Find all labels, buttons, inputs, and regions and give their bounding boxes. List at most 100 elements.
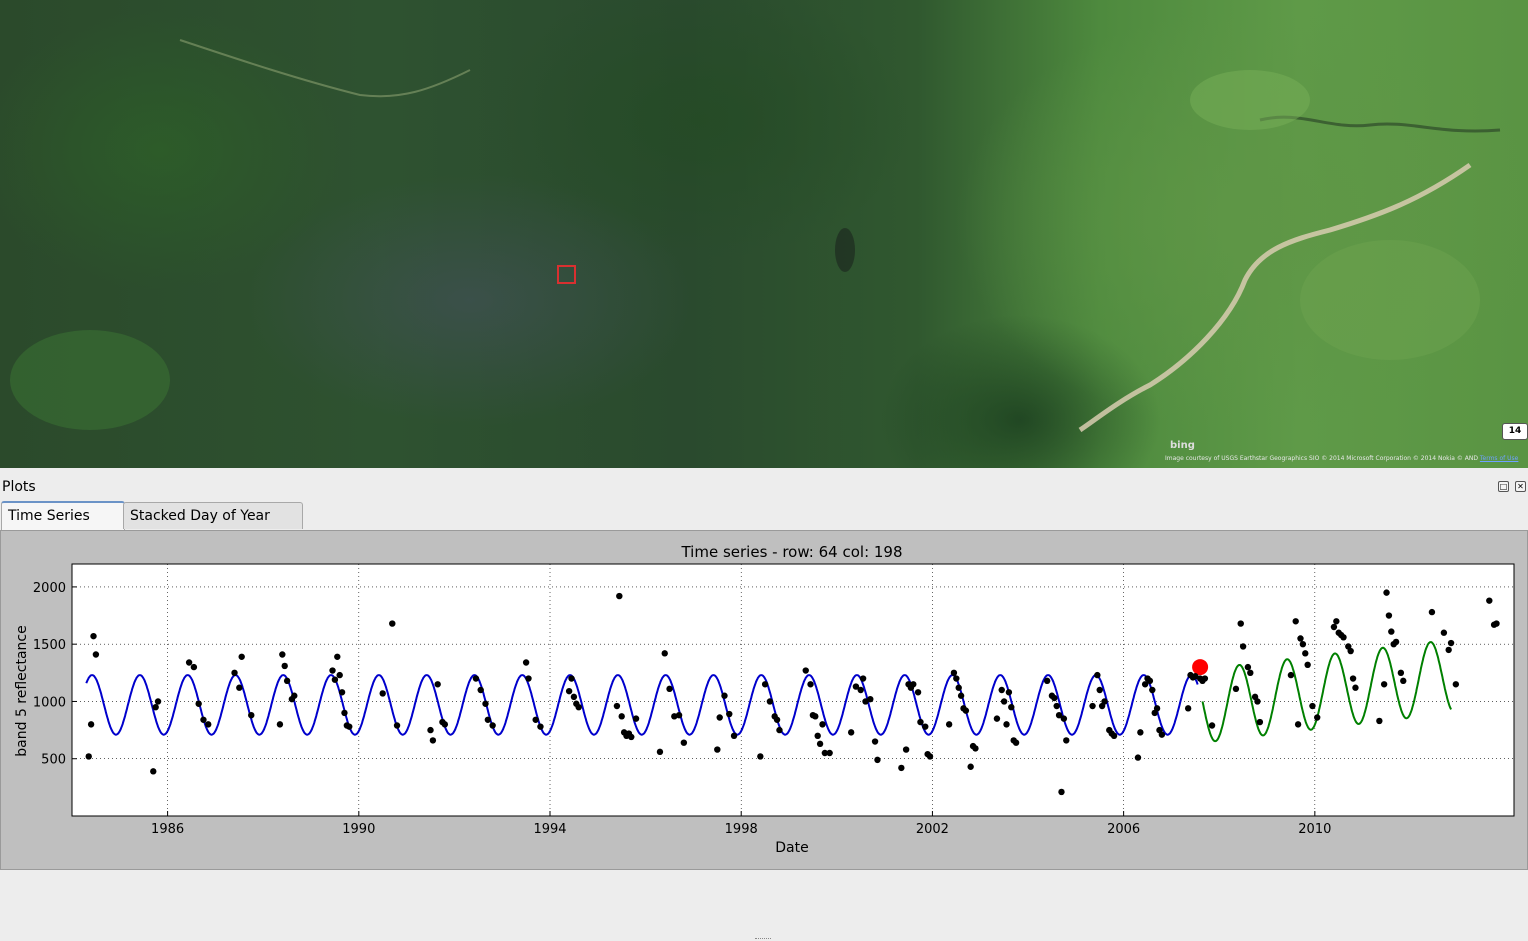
data-point: [477, 686, 484, 694]
plot-tabs: Time Series Plot Stacked Day of Year Plo…: [0, 501, 1528, 550]
data-point: [1376, 717, 1383, 725]
map-attribution: Image courtesy of USGS Earthstar Geograp…: [1165, 455, 1518, 462]
data-point: [1340, 634, 1347, 641]
data-point: [773, 716, 781, 723]
plots-dock-header: Plots □ ✕: [0, 474, 1528, 500]
data-point: [489, 722, 496, 729]
data-point: [902, 746, 910, 753]
data-point: [195, 700, 202, 707]
plots-title: Plots: [2, 479, 36, 495]
data-point: [926, 753, 934, 760]
data-point: [248, 712, 255, 719]
data-point: [1352, 684, 1359, 691]
data-point: [1201, 675, 1209, 682]
data-point: [761, 681, 769, 688]
data-point: [346, 723, 353, 730]
float-icon[interactable]: □: [1498, 481, 1509, 492]
data-point: [1137, 729, 1144, 736]
data-point: [616, 592, 623, 600]
data-point: [1089, 702, 1096, 710]
data-point: [92, 651, 100, 658]
data-point: [852, 683, 860, 690]
data-point: [1192, 673, 1199, 680]
data-point: [482, 700, 489, 707]
x-tick-label: 1986: [151, 822, 184, 837]
data-point: [914, 689, 922, 696]
data-point: [1141, 681, 1149, 688]
data-point: [1232, 685, 1240, 693]
data-point: [1287, 671, 1295, 679]
data-point: [1440, 629, 1448, 636]
data-point: [150, 768, 157, 775]
plot-background: [71, 563, 1515, 817]
x-axis-label: Date: [775, 840, 808, 856]
highlight-point: [1192, 659, 1209, 676]
plot-area: Time series - row: 64 col: 198 Date band…: [0, 530, 1528, 870]
data-point: [859, 675, 867, 682]
data-point: [190, 663, 198, 671]
data-point: [1400, 677, 1407, 685]
data-point: [522, 659, 530, 666]
data-point: [1383, 589, 1390, 596]
x-tick-label: 1998: [725, 822, 758, 837]
data-point: [1060, 715, 1068, 722]
data-point: [1043, 677, 1051, 685]
data-point: [1184, 705, 1192, 712]
data-point: [185, 659, 193, 666]
map-view[interactable]: bing Image courtesy of USGS Earthstar Ge…: [0, 0, 1528, 468]
data-point: [871, 738, 879, 745]
data-point: [90, 632, 97, 640]
fit-line-segment-2: [1201, 641, 1452, 743]
data-point: [826, 749, 833, 757]
data-point: [1110, 732, 1118, 740]
data-point: [1333, 618, 1340, 625]
data-point: [721, 692, 728, 699]
chart-title: Time series - row: 64 col: 198: [680, 543, 902, 561]
terms-link[interactable]: Terms of Use: [1479, 455, 1519, 462]
tab-time-series-plot[interactable]: Time Series Plot: [1, 501, 125, 550]
data-point: [675, 712, 683, 719]
data-point: [874, 756, 881, 764]
time-series-chart[interactable]: Time series - row: 64 col: 198 Date band…: [1, 531, 1527, 869]
data-point: [819, 721, 826, 728]
data-point: [847, 729, 855, 736]
close-icon[interactable]: ✕: [1515, 481, 1526, 492]
data-point: [628, 733, 635, 741]
data-point: [898, 764, 905, 772]
data-point: [1493, 620, 1500, 627]
data-point: [632, 715, 640, 722]
data-point: [1486, 597, 1493, 604]
data-point: [331, 676, 339, 683]
data-point: [821, 749, 829, 757]
data-point: [680, 739, 688, 746]
data-point: [85, 753, 92, 760]
data-point: [1208, 722, 1216, 729]
y-tick-label: 500: [41, 753, 66, 768]
selection-marker[interactable]: [557, 265, 576, 284]
tab-stacked-day-of-year-plot[interactable]: Stacked Day of Year Plot: [123, 502, 303, 550]
data-point: [812, 713, 819, 720]
x-tick-label: 2002: [916, 822, 949, 837]
data-point: [807, 681, 814, 688]
data-point: [1294, 721, 1302, 728]
data-point: [726, 710, 733, 718]
data-point: [1447, 639, 1455, 647]
attribution-text: Image courtesy of USGS Earthstar Geograp…: [1165, 455, 1478, 462]
data-point: [998, 686, 1005, 694]
data-point: [1005, 689, 1013, 696]
data-point: [1392, 638, 1400, 646]
data-point: [972, 745, 979, 752]
data-point: [341, 709, 348, 717]
data-point: [1452, 681, 1460, 688]
data-point: [1330, 623, 1338, 631]
data-point: [1063, 737, 1070, 744]
data-point: [537, 723, 544, 730]
y-tick-label: 1500: [33, 638, 66, 653]
data-point: [1347, 647, 1354, 655]
data-point: [1314, 714, 1321, 721]
data-point: [1244, 663, 1252, 671]
data-point: [776, 726, 783, 734]
map-terrain: [10, 39, 1501, 433]
x-tick-label: 1994: [533, 822, 566, 837]
data-point: [1304, 661, 1311, 668]
